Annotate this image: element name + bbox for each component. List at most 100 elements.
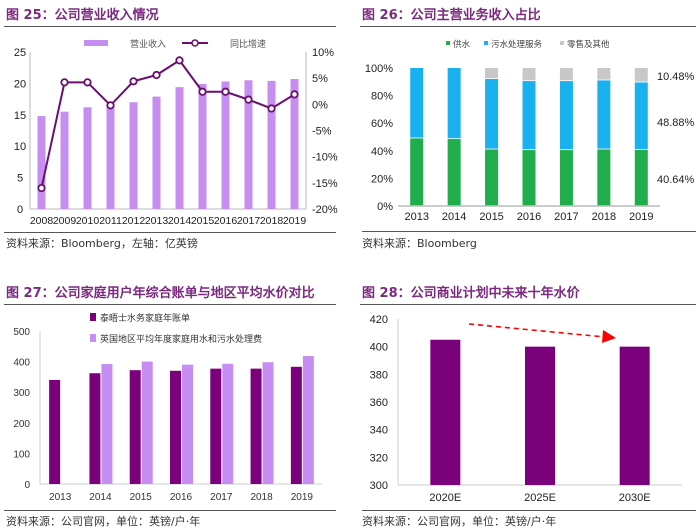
chart26-y-tick: 80%	[371, 91, 393, 103]
chart27-legend-label: 英国地区平均年度家庭用水和污水处理费	[100, 333, 262, 344]
chart25-legend-line-marker	[191, 39, 199, 47]
chart27-source-rule	[4, 510, 336, 511]
chart28-y-tick: 400	[370, 342, 388, 354]
chart25-x-tick: 2014	[168, 215, 192, 227]
chart27-thames-bill-bar	[129, 370, 141, 484]
chart26-x-tick: 2013	[404, 211, 428, 223]
chart27-legend-swatch	[90, 334, 96, 342]
chart25-revenue-bar	[60, 111, 69, 209]
chart25-legend-revenue: 营业收入	[130, 38, 166, 49]
chart28-x-tick: 2030E	[619, 492, 651, 504]
chart26-segment-wastewater	[522, 81, 536, 150]
chart26-legend-swatch	[446, 41, 450, 45]
chart26-source: 资料来源：Bloomberg	[362, 237, 477, 250]
chart26-y-tick: 0%	[377, 201, 393, 213]
chart25-revenue-bar	[152, 96, 161, 209]
chart28-title: 图 28：公司商业计划中未来十年水价	[362, 286, 580, 301]
chart26-segment-wastewater	[634, 82, 648, 150]
chart27-thames-bill-bar	[170, 370, 181, 484]
chart26-legend-label: 污水处理服务	[491, 39, 543, 49]
chart27-x-tick: 2017	[210, 492, 233, 503]
chart25-x-tick: 2017	[237, 215, 261, 227]
chart26-x-tick: 2017	[554, 211, 578, 223]
chart25-growth-point	[267, 104, 276, 113]
chart25-revenue-bar	[37, 116, 46, 209]
chart26-segment-wastewater	[447, 68, 461, 139]
chart25-source-rule	[4, 232, 336, 233]
chart26-segment-water-supply	[447, 139, 461, 206]
chart25-legend-bar-swatch	[84, 40, 108, 46]
chart27-x-tick: 2016	[170, 492, 193, 503]
chart25-growth-line	[40, 59, 296, 189]
chart28-source-rule	[362, 510, 696, 511]
chart27-x-tick: 2015	[130, 492, 153, 503]
chart26-annotation: 48.88%	[657, 117, 695, 129]
chart25-x-tick: 2018	[260, 215, 284, 227]
chart26-segment-water-supply	[559, 150, 573, 206]
chart28-title-rule	[360, 304, 696, 305]
chart27-legend-swatch	[90, 313, 96, 321]
chart25-x-tick: 2016	[214, 215, 238, 227]
chart27-source: 资料来源：公司官网，单位：英镑/户·年	[6, 515, 201, 528]
chart26-annotation: 40.64%	[657, 174, 695, 186]
chart25-growth-point	[106, 101, 115, 110]
chart27-thames-bill-bar	[210, 368, 222, 484]
chart27-regional-average-bar	[182, 364, 193, 484]
chart27-regional-average-bar	[141, 361, 153, 484]
chart27-thames-bill-bar	[250, 368, 262, 484]
chart27-legend-label: 泰晤士水务家庭年账单	[100, 312, 190, 323]
chart27-y-tick: 300	[13, 388, 30, 399]
chart25-revenue-bar	[290, 79, 299, 209]
chart27-regional-average-bar	[302, 356, 314, 484]
chart25-x-tick: 2013	[145, 215, 169, 227]
chart25-revenue-bar	[244, 80, 253, 209]
chart27-title-rule	[4, 304, 336, 305]
chart27-regional-average-bar	[262, 362, 274, 484]
chart26-segment-water-supply	[597, 149, 611, 206]
chart26-legend-label: 零售及其他	[567, 39, 610, 49]
chart26-y-tick: 60%	[371, 118, 393, 130]
chart27-x-tick: 2018	[250, 492, 273, 503]
chart25-x-tick: 2009	[53, 215, 77, 227]
chart25-right-tick: 5%	[312, 73, 328, 85]
chart26-y-tick: 100%	[365, 63, 393, 75]
chart27-regional-average-bar	[101, 364, 113, 484]
chart26-x-tick: 2019	[629, 211, 653, 223]
chart26-source-rule	[362, 231, 696, 232]
chart26-segment-water-supply	[410, 138, 424, 206]
chart25-right-tick: -15%	[312, 178, 338, 190]
chart26-title: 图 26：公司主营业务收入占比	[362, 8, 541, 23]
chart25-title: 图 25：公司营业收入情况	[6, 8, 159, 23]
chart25-right-tick: -5%	[312, 126, 332, 138]
chart27-thames-bill-bar	[290, 366, 302, 484]
chart25-source: 资料来源：Bloomberg，左轴：亿英镑	[6, 237, 198, 250]
chart26-segment-water-supply	[485, 149, 499, 206]
chart27-thames-bill-bar	[89, 373, 101, 484]
chart25-growth-point	[37, 183, 46, 193]
chart27-y-tick: 500	[13, 327, 30, 338]
chart28-y-tick: 380	[370, 369, 388, 381]
chart26-segment-wastewater	[559, 81, 573, 150]
chart25-revenue-bar	[198, 84, 207, 209]
chart25-growth-point	[244, 95, 253, 104]
chart25-right-tick: 0%	[312, 99, 328, 111]
chart25-revenue-bar	[83, 107, 92, 209]
chart26-segment-retail-other	[559, 68, 573, 81]
chart27-y-tick: 400	[13, 358, 30, 369]
chart27-x-tick: 2013	[49, 492, 72, 503]
chart28-source: 资料来源：公司官网，单位：英镑/户·年	[362, 515, 557, 528]
chart26-x-tick: 2015	[479, 211, 503, 223]
chart25-right-tick: 10%	[312, 47, 334, 59]
chart25-right-tick: -20%	[312, 204, 338, 216]
chart27-y-tick: 100	[13, 449, 30, 460]
chart25-growth-point	[60, 78, 69, 87]
chart26-segment-retail-other	[634, 68, 648, 82]
chart25-revenue-bar	[267, 80, 276, 209]
chart26-segment-water-supply	[522, 150, 536, 206]
chart28-price-bar	[430, 339, 461, 485]
chart28-x-tick: 2025E	[524, 492, 556, 504]
chart25-growth-point	[290, 90, 299, 99]
chart27-x-tick: 2019	[291, 492, 314, 503]
chart25-left-tick: 10	[14, 141, 26, 153]
chart28-trend-arrow-line	[468, 323, 606, 338]
